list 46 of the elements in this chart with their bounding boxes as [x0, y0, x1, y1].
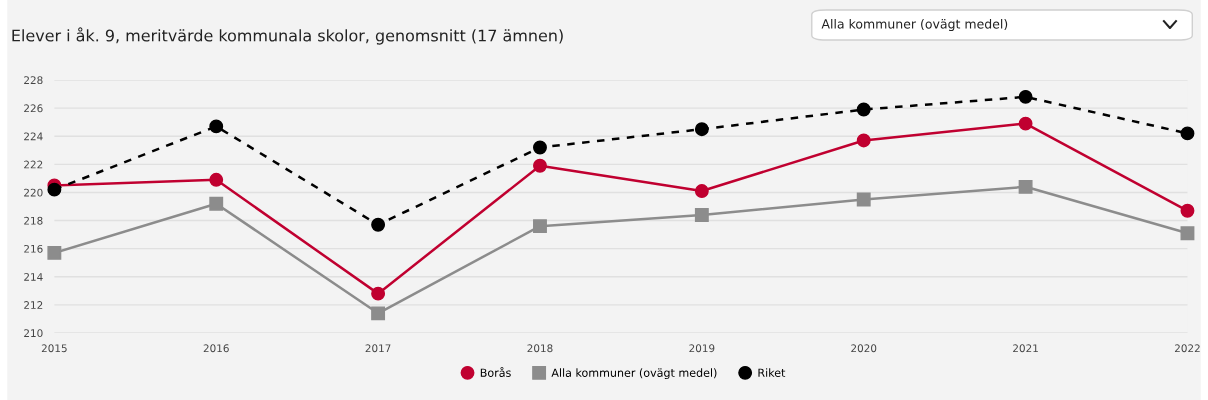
x-tick-label: 2016 — [203, 344, 229, 353]
x-tick-label: 2018 — [527, 344, 553, 353]
point — [1018, 89, 1033, 104]
point — [371, 286, 386, 301]
legend-label: Riket — [758, 368, 786, 377]
point — [371, 306, 386, 321]
point — [1180, 126, 1195, 141]
point — [533, 140, 547, 155]
x-tick-label: 2017 — [365, 344, 391, 353]
point — [1180, 226, 1195, 241]
point — [371, 217, 386, 232]
text: Alla kommuner (ovägt medel) — [821, 18, 1008, 32]
x-tick-label: 2020 — [851, 344, 877, 353]
y-tick-label: 218 — [24, 216, 43, 225]
point — [694, 207, 709, 222]
y-tick-label: 224 — [24, 132, 43, 141]
point — [1018, 179, 1033, 194]
y-tick-label: 214 — [24, 273, 43, 281]
point — [856, 133, 871, 148]
point — [209, 172, 224, 187]
x-tick-label: 2022 — [1174, 344, 1200, 353]
y-tick-label: 220 — [24, 188, 43, 197]
point — [209, 196, 224, 211]
x-tick-label: 2015 — [41, 344, 67, 353]
y-tick-label: 212 — [24, 301, 43, 309]
legend-label: Borås — [480, 366, 511, 377]
y-tick-label: 228 — [24, 76, 43, 85]
point — [209, 119, 224, 134]
point — [1180, 203, 1195, 218]
point — [533, 158, 547, 173]
y-tick-label: 210 — [24, 329, 43, 338]
point — [856, 102, 871, 117]
point — [694, 122, 709, 137]
point — [856, 192, 871, 207]
x-tick-label: 2019 — [689, 344, 715, 353]
x-tick-label: 2021 — [1013, 344, 1038, 353]
y-tick-label: 226 — [24, 104, 43, 113]
legend-label: Alla kommuner (ovägt medel) — [551, 368, 717, 380]
chart-title: Elever i åk. 9, meritvärde kommunala skolor, genomsnitt (17 ämnen) — [12, 27, 563, 45]
point — [694, 184, 709, 198]
y-tick-label: 216 — [24, 244, 43, 253]
y-tick-label: 222 — [24, 160, 43, 169]
point — [1018, 116, 1033, 131]
point — [47, 182, 62, 197]
point — [47, 245, 62, 260]
point — [533, 219, 547, 234]
